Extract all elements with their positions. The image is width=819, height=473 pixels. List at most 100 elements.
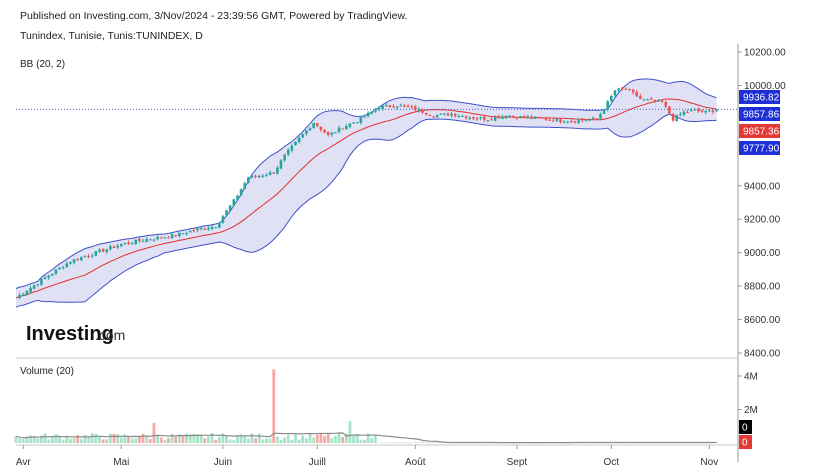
candle-body (711, 110, 715, 112)
volume-bar (308, 433, 312, 443)
candle-body (127, 242, 130, 244)
candle-body (279, 160, 283, 169)
time-tick-label: Juin (214, 457, 232, 468)
time-tick-label: Nov (700, 457, 718, 468)
volume-bar (363, 439, 366, 443)
candle-body (497, 116, 501, 119)
price-tag-label: 9777.90 (743, 144, 780, 155)
candle (384, 103, 388, 107)
candle-body (290, 145, 294, 151)
candle (301, 133, 305, 139)
candle-body (141, 240, 145, 242)
candle-body (381, 105, 384, 110)
candle-body (80, 257, 83, 261)
candle (98, 248, 101, 254)
candle-body (29, 287, 32, 293)
logo-text: Investing (26, 323, 114, 345)
time-tick-label: Mai (113, 457, 129, 468)
candle-body (192, 230, 196, 232)
time-tick-label: Oct (604, 457, 620, 468)
volume-bar (297, 439, 301, 443)
candle-body (58, 267, 61, 270)
candle (475, 116, 479, 121)
candle (326, 131, 330, 137)
volume-tag-label: 0 (742, 423, 748, 434)
candle-body (392, 106, 395, 108)
candle (130, 241, 134, 245)
volume-bar (43, 433, 47, 443)
candle (482, 115, 486, 123)
candle (345, 123, 348, 130)
candle (319, 126, 323, 133)
volume-bar (174, 436, 178, 443)
candle-body (678, 114, 682, 116)
candle (414, 104, 417, 112)
candle (504, 115, 508, 120)
candle-body (112, 246, 116, 248)
price-tag-label: 9857.86 (743, 110, 780, 121)
candle-body (566, 121, 570, 123)
candle (268, 170, 272, 176)
candle-body (406, 105, 410, 107)
candle-body (105, 249, 109, 252)
candle-body (341, 128, 344, 130)
candle (660, 99, 664, 103)
candle (606, 100, 609, 112)
band-upper (15, 78, 717, 289)
volume-bar (58, 435, 61, 443)
candle-body (170, 234, 174, 238)
candle (580, 117, 584, 123)
volume-bar (417, 442, 421, 443)
price-tick-label: 8600.00 (744, 315, 781, 326)
candle-body (671, 113, 675, 121)
candle (392, 104, 395, 108)
candle-body (588, 119, 591, 121)
volume-ma-line (15, 432, 717, 444)
candle-body (457, 116, 461, 118)
volume-bar (366, 433, 370, 443)
volume-tag-label: 0 (742, 438, 748, 449)
candle (515, 116, 519, 121)
candle (188, 230, 192, 233)
candle-body (101, 248, 105, 252)
candle-body (257, 175, 261, 178)
volume-bar (442, 442, 446, 444)
candle-body (624, 88, 628, 90)
candle-body (617, 88, 620, 91)
candle (624, 87, 628, 90)
candle-body (453, 114, 457, 117)
candle-body (642, 98, 646, 100)
candle-body (355, 122, 359, 124)
volume-bar (130, 438, 134, 443)
candle-body (439, 113, 443, 115)
candle-body (446, 113, 450, 116)
volume-bar (392, 442, 395, 443)
candle (548, 117, 551, 121)
candle (678, 111, 682, 117)
volume-bar (265, 438, 268, 443)
volume-bar (127, 436, 130, 443)
volume-bar (163, 439, 167, 443)
candle-body (185, 233, 188, 235)
candle (283, 154, 286, 163)
candle-body (51, 273, 54, 276)
volume-bar (381, 442, 385, 444)
volume-tag: 0 (739, 435, 752, 449)
candle (236, 194, 239, 201)
price-tick-label: 10200.00 (744, 48, 786, 59)
volume-bar (188, 434, 192, 443)
candle-body (526, 116, 530, 118)
candle-body (359, 117, 363, 123)
volume-bar (239, 434, 243, 443)
volume-bar (388, 442, 392, 443)
candle-body (573, 120, 577, 123)
volume-bar (403, 442, 406, 443)
candle (639, 93, 642, 100)
candle (76, 258, 80, 262)
candle (642, 98, 646, 102)
price-tag-box (739, 107, 780, 121)
candle-body (435, 115, 439, 118)
candle (657, 98, 660, 103)
volume-bar (69, 439, 72, 443)
